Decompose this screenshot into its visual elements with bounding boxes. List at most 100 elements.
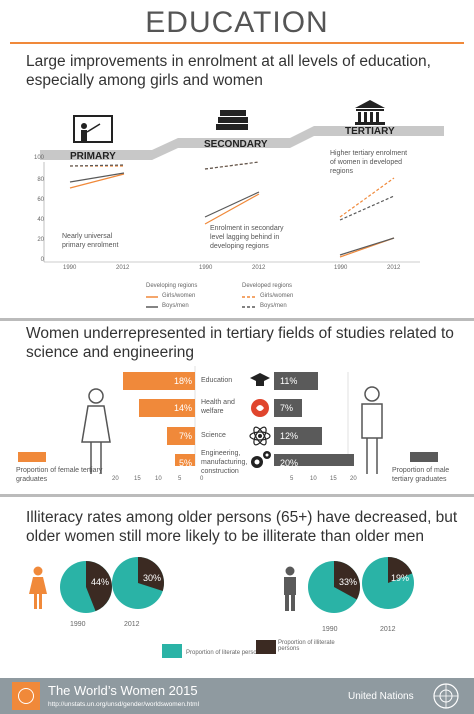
male-bar-label: 20% xyxy=(280,458,299,468)
field-icons xyxy=(249,373,271,468)
gears-icon xyxy=(251,451,271,468)
x-tick-label: 0 xyxy=(200,476,204,482)
man-icon xyxy=(284,566,296,611)
legend-developing: Developing regions xyxy=(146,283,198,289)
bar-x-axis-labels: 20 15 10 5 0 5 10 15 20 xyxy=(112,476,357,486)
pie-year-label: 1990 xyxy=(322,626,338,633)
legend-swatches xyxy=(146,296,256,308)
x-tick-label: 5 xyxy=(290,476,294,482)
pie-year-label: 2012 xyxy=(124,621,140,628)
illiterate-slice xyxy=(388,557,413,583)
female-bar-label: 18% xyxy=(173,376,192,386)
male-bar xyxy=(274,454,354,466)
page-title: EDUCATION xyxy=(145,6,329,39)
female-bar xyxy=(139,399,195,417)
female-bar-label: 7% xyxy=(178,431,192,441)
pie-year-label: 1990 xyxy=(70,621,86,628)
x-tick-label: 10 xyxy=(155,476,162,482)
note-primary: Nearly universal primary enrolment xyxy=(62,233,119,249)
y-tick-label: 60 xyxy=(37,197,44,203)
year-label: 1990 xyxy=(199,265,213,271)
footer: The World’s Women 2015 http://unstats.un… xyxy=(0,678,474,714)
legend-boys: Boys/men xyxy=(162,303,189,309)
series-line xyxy=(339,177,395,218)
footer-org: United Nations xyxy=(348,691,414,702)
male-bar-label: 7% xyxy=(280,403,294,413)
section-divider xyxy=(0,318,474,321)
pie-label: 19% xyxy=(391,573,410,583)
step-ramp-2 xyxy=(290,126,314,148)
man-figure-icon xyxy=(361,386,383,474)
y-tick-label: 80 xyxy=(37,177,44,183)
primary-step xyxy=(40,150,152,160)
male-bar xyxy=(274,399,302,417)
section3-heading-line2: older women still more likely to be illi… xyxy=(26,528,425,545)
male-legend-swatch xyxy=(410,452,438,462)
female-bar xyxy=(167,427,195,445)
female-bar-label: 14% xyxy=(173,403,192,413)
year-label: 1990 xyxy=(63,265,77,271)
secondary-step xyxy=(178,138,290,148)
section2-heading-line1: Women underrepresented in tertiary field… xyxy=(26,325,454,342)
atom-icon xyxy=(249,426,271,446)
section3-heading-line1: Illiteracy rates among older persons (65… xyxy=(26,509,458,526)
x-tick-label: 20 xyxy=(112,476,119,482)
x-tick-label: 10 xyxy=(310,476,317,482)
tertiary-step xyxy=(314,126,444,136)
health-icon xyxy=(251,399,269,417)
y-tick-label: 0 xyxy=(40,257,44,263)
male-bar xyxy=(274,372,318,390)
pie-label: 44% xyxy=(91,577,110,587)
female-bar xyxy=(175,454,195,466)
legend-boys-developed: Boys/men xyxy=(260,303,287,309)
note-tertiary: Higher tertiary enrolment of women in de… xyxy=(330,150,408,175)
literate-legend-label: Proportion of literate persons xyxy=(186,650,264,656)
books-icon xyxy=(216,110,248,130)
illiterate-legend-swatch xyxy=(256,640,276,654)
header: EDUCATION xyxy=(0,0,474,44)
section1-heading: Large improvements in enrolment at all l… xyxy=(26,52,466,90)
series-line xyxy=(204,193,260,225)
footer-title: The World’s Women 2015 xyxy=(48,683,198,698)
series-line xyxy=(339,195,395,221)
year-label: 1990 xyxy=(334,265,348,271)
literate-legend-swatch xyxy=(162,644,182,658)
series-line xyxy=(69,164,125,167)
female-bar-label: 5% xyxy=(178,458,192,468)
legend-girls: Girls/women xyxy=(162,293,196,299)
illiterate-slice xyxy=(334,561,360,600)
level-label-tertiary: TERTIARY xyxy=(345,126,395,137)
year-label: 2012 xyxy=(252,265,266,271)
field-label-science: Science xyxy=(201,432,226,439)
un-emblem-icon xyxy=(433,683,459,709)
x-tick-label: 15 xyxy=(134,476,141,482)
illiteracy-pies xyxy=(60,557,414,613)
series-line xyxy=(204,161,260,170)
section3-heading: Illiteracy rates among older persons (65… xyxy=(26,508,470,546)
section2-heading-line2: science and engineering xyxy=(26,344,195,361)
blackboard-icon xyxy=(73,115,113,143)
section-divider xyxy=(0,494,474,497)
male-bar xyxy=(274,427,322,445)
y-tick-label: 40 xyxy=(37,217,44,223)
series-line xyxy=(69,173,125,189)
illiterate-legend-label: Proportion of illiterate persons xyxy=(278,640,335,652)
level-label-secondary: SECONDARY xyxy=(204,139,268,150)
female-bar xyxy=(123,372,195,390)
field-label-health: Health and welfare xyxy=(201,399,235,415)
female-legend-swatch xyxy=(18,452,46,462)
series-line xyxy=(204,191,260,218)
year-label: 2012 xyxy=(116,265,130,271)
header-band xyxy=(10,4,464,44)
y-tick-label: 100 xyxy=(33,155,44,161)
y-tick-label: 20 xyxy=(37,237,44,243)
pie-label: 30% xyxy=(143,573,162,583)
series-line xyxy=(69,172,125,183)
male-bar-label: 11% xyxy=(280,376,298,386)
woman-icon xyxy=(29,566,47,609)
x-tick-label: 5 xyxy=(178,476,182,482)
footer-url[interactable]: http://unstats.un.org/unsd/gender/worlds… xyxy=(48,701,200,708)
x-tick-label: 20 xyxy=(350,476,357,482)
legend-girls-developed: Girls/women xyxy=(260,293,294,299)
pie-label: 33% xyxy=(339,577,358,587)
